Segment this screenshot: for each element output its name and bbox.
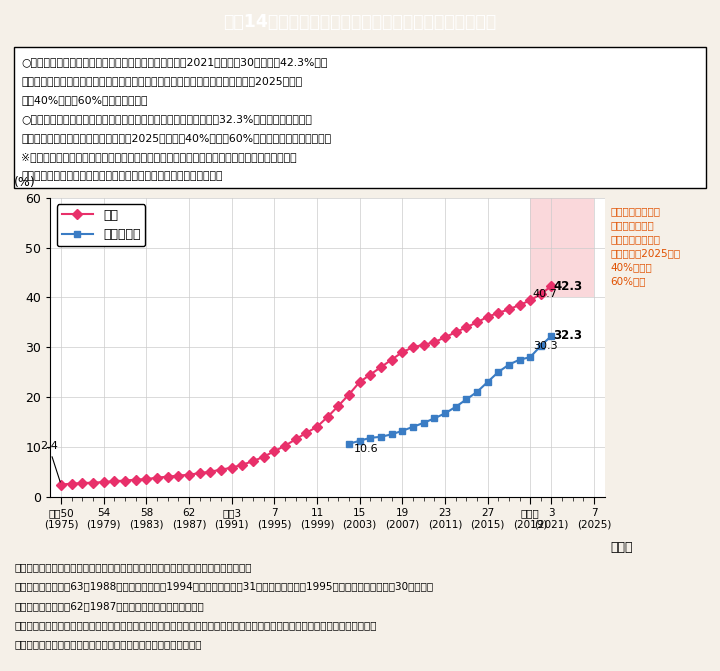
委員 bbox=[483, 313, 492, 321]
委員 bbox=[451, 328, 460, 336]
委員 bbox=[441, 333, 449, 342]
委員 bbox=[387, 356, 396, 364]
専門委員等 bbox=[387, 430, 396, 438]
専門委員等 bbox=[494, 368, 503, 376]
FancyBboxPatch shape bbox=[14, 47, 706, 188]
委員 bbox=[408, 343, 417, 351]
委員 bbox=[312, 423, 321, 431]
委員 bbox=[68, 480, 76, 488]
Text: 40.7: 40.7 bbox=[532, 289, 557, 299]
委員 bbox=[142, 475, 150, 483]
Line: 委員: 委員 bbox=[58, 282, 555, 488]
Text: ○また、専門委員等に占める女性の割合も、調査開始以来最高値の32.3%となったが、第５次: ○また、専門委員等に占める女性の割合も、調査開始以来最高値の32.3%となったが… bbox=[22, 114, 312, 124]
委員 bbox=[163, 472, 172, 480]
委員 bbox=[195, 469, 204, 477]
専門委員等 bbox=[408, 423, 417, 431]
Legend: 委員, 専門委員等: 委員, 専門委員等 bbox=[57, 204, 145, 246]
委員 bbox=[398, 348, 407, 356]
専門委員等 bbox=[441, 409, 449, 417]
専門委員等 bbox=[516, 356, 524, 364]
委員 bbox=[217, 466, 225, 474]
委員 bbox=[345, 391, 354, 399]
委員 bbox=[238, 461, 247, 469]
Text: 専門委員、特別委員又は臨時委員の名称で置くことができるもの。: 専門委員、特別委員又は臨時委員の名称で置くことができるもの。 bbox=[22, 171, 222, 181]
委員 bbox=[366, 370, 374, 378]
Text: １－14図　国の審議会等における女性委員の割合の推移: １－14図 国の審議会等における女性委員の割合の推移 bbox=[223, 13, 497, 31]
委員 bbox=[281, 442, 289, 450]
委員 bbox=[174, 472, 183, 480]
委員 bbox=[259, 453, 268, 461]
委員 bbox=[430, 338, 438, 346]
委員 bbox=[99, 478, 108, 486]
Line: 専門委員等: 専門委員等 bbox=[346, 332, 555, 448]
委員 bbox=[292, 435, 300, 444]
委員 bbox=[494, 309, 503, 317]
Bar bbox=[530, 198, 594, 297]
Text: 42.3: 42.3 bbox=[554, 280, 582, 293]
専門委員等 bbox=[355, 437, 364, 445]
専門委員等 bbox=[462, 395, 471, 403]
委員 bbox=[472, 318, 481, 326]
委員 bbox=[185, 470, 194, 478]
委員 bbox=[323, 413, 332, 421]
委員 bbox=[302, 429, 310, 437]
委員 bbox=[419, 341, 428, 349]
専門委員等 bbox=[505, 360, 513, 368]
専門委員等 bbox=[536, 342, 545, 350]
Text: ２．昭和63（1988）年から平成６（1994）年は、各年３月31日現在。平成７（1995）年以降は、各年９月30日現在。: ２．昭和63（1988）年から平成６（1994）年は、各年３月31日現在。平成７… bbox=[14, 582, 433, 592]
専門委員等 bbox=[419, 419, 428, 427]
専門委員等 bbox=[398, 427, 407, 435]
専門委員等 bbox=[526, 353, 534, 361]
委員 bbox=[505, 305, 513, 313]
専門委員等 bbox=[345, 440, 354, 448]
Text: （第５次男女共同
参画基本計画に
おける成果目標）
（いずれも2025年）
40%以上、
60%以下: （第５次男女共同 参画基本計画に おける成果目標） （いずれも2025年） 40… bbox=[611, 206, 680, 286]
専門委員等 bbox=[430, 415, 438, 423]
Text: 男女共同参画基本計画の成果目標（2025年までに40%以上、60%以下）を達成していない。: 男女共同参画基本計画の成果目標（2025年までに40%以上、60%以下）を達成し… bbox=[22, 133, 331, 143]
委員 bbox=[248, 457, 257, 465]
専門委員等 bbox=[377, 433, 385, 441]
委員 bbox=[334, 402, 343, 410]
委員 bbox=[355, 378, 364, 386]
専門委員等 bbox=[366, 433, 374, 442]
委員 bbox=[526, 297, 534, 305]
Text: び地方支分部局に置かれているものは含まれない。: び地方支分部局に置かれているものは含まれない。 bbox=[14, 639, 202, 650]
専門委員等 bbox=[483, 378, 492, 386]
Text: 32.3: 32.3 bbox=[554, 329, 582, 342]
委員 bbox=[270, 448, 279, 456]
Text: 調査開始以来最高値となり、第５次男女共同参画基本計画における成果目標（2025年まで: 調査開始以来最高値となり、第５次男女共同参画基本計画における成果目標（2025年… bbox=[22, 76, 302, 86]
Text: ※専門委員等とは、委員とは別に、専門又は特別の事項を調査審議するため必要があるとき、: ※専門委員等とは、委員とは別に、専門又は特別の事項を調査審議するため必要があると… bbox=[22, 152, 297, 162]
委員 bbox=[536, 290, 545, 298]
Text: 2.4: 2.4 bbox=[40, 442, 60, 482]
委員 bbox=[153, 474, 161, 482]
委員 bbox=[78, 479, 86, 487]
委員 bbox=[206, 468, 215, 476]
Text: （年）: （年） bbox=[611, 541, 633, 554]
Text: ○国の審議会等の委員に占める女性の割合は、令和３（2021）年９月30日現在で42.3%と、: ○国の審議会等の委員に占める女性の割合は、令和３（2021）年９月30日現在で4… bbox=[22, 57, 328, 67]
委員 bbox=[462, 323, 471, 331]
委員 bbox=[110, 477, 119, 485]
委員 bbox=[377, 363, 385, 371]
Text: 昭和62（1987）年以前は、年により異なる。: 昭和62（1987）年以前は、年により異なる。 bbox=[14, 601, 204, 611]
委員 bbox=[121, 476, 130, 484]
委員 bbox=[516, 301, 524, 309]
Text: 30.3: 30.3 bbox=[534, 341, 558, 351]
委員 bbox=[228, 464, 236, 472]
専門委員等 bbox=[472, 388, 481, 396]
Text: に40%以上、60%以下）を達成。: に40%以上、60%以下）を達成。 bbox=[22, 95, 148, 105]
委員 bbox=[131, 476, 140, 484]
委員 bbox=[547, 282, 556, 290]
Text: （備考）　１．内閣府「国の審議会等における女性委員の参画状況調べ」より作成。: （備考） １．内閣府「国の審議会等における女性委員の参画状況調べ」より作成。 bbox=[14, 562, 252, 572]
Text: 10.6: 10.6 bbox=[354, 444, 379, 454]
Text: ３．調査対象の審議会等には、調査時点で、停止中のもの、委員が選任されていないもの、委員任命過程にあるもの及: ３．調査対象の審議会等には、調査時点で、停止中のもの、委員が選任されていないもの… bbox=[14, 620, 377, 630]
Text: (%): (%) bbox=[14, 176, 36, 189]
専門委員等 bbox=[451, 403, 460, 411]
委員 bbox=[57, 480, 66, 488]
専門委員等 bbox=[547, 331, 556, 340]
委員 bbox=[89, 478, 97, 486]
